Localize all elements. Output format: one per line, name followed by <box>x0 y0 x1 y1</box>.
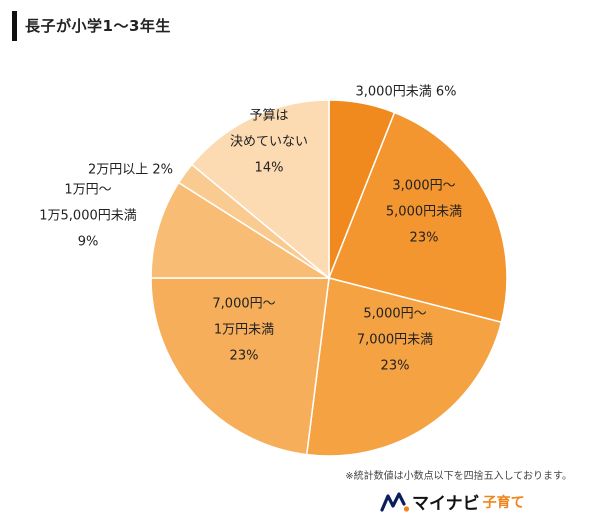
pie-label-5: 1万円〜 1万5,000円未満 9% <box>39 183 137 250</box>
pie-label-line: 3,000円〜 <box>392 179 455 194</box>
pie-label-2: 3,000円〜 5,000円未満 23% <box>386 179 462 246</box>
pie-label-line: 5,000円〜 <box>363 307 426 322</box>
pie-slice-7 <box>190 99 330 280</box>
pie-label-line: 1万円〜 <box>64 183 111 198</box>
pie-label-1: 3,000円未満 6% <box>356 85 457 100</box>
pie-label-6: 2万円以上 2% <box>88 163 173 178</box>
pie-label-line: 7,000円〜 <box>212 297 275 312</box>
footnote: ※統計数値は小数点以下を四捨五入しております。 <box>345 471 572 482</box>
pie-label-line: 23% <box>381 359 410 374</box>
pie-label-line: 予算は <box>249 109 288 124</box>
pie-label-4: 7,000円〜 1万円未満 23% <box>212 297 275 364</box>
pie-label-line: 1万円未満 <box>214 323 274 338</box>
pie-label-line: 23% <box>230 349 259 364</box>
pie-label-line: 14% <box>255 161 284 176</box>
pie-slice-4 <box>150 277 330 456</box>
logo-brand-text: マイナビ <box>412 494 480 514</box>
mynavi-logo-icon <box>380 491 410 512</box>
pie-label-line: 1万5,000円未満 <box>39 209 137 224</box>
logo-sub-text: 子育て <box>482 494 525 511</box>
pie-label-line: 7,000円未満 <box>357 333 433 348</box>
title-accent-bar <box>12 11 17 41</box>
pie-label-line: 決めていない <box>230 135 308 150</box>
pie-label-3: 5,000円〜 7,000円未満 23% <box>357 307 433 374</box>
pie-slice-3 <box>305 277 503 457</box>
pie-slice-2 <box>327 111 508 324</box>
pie-label-line: 23% <box>410 231 439 246</box>
pie-slice-5 <box>150 181 332 279</box>
pie-label-line: 2万円以上 2% <box>88 163 173 178</box>
pie-label-line: 5,000円未満 <box>386 205 462 220</box>
chart-title: 長子が小学1〜3年生 <box>25 17 171 35</box>
mynavi-logo: マイナビ 子育て <box>380 489 525 514</box>
pie-label-line: 3,000円未満 6% <box>356 85 457 100</box>
pie-label-line: 9% <box>78 235 99 250</box>
